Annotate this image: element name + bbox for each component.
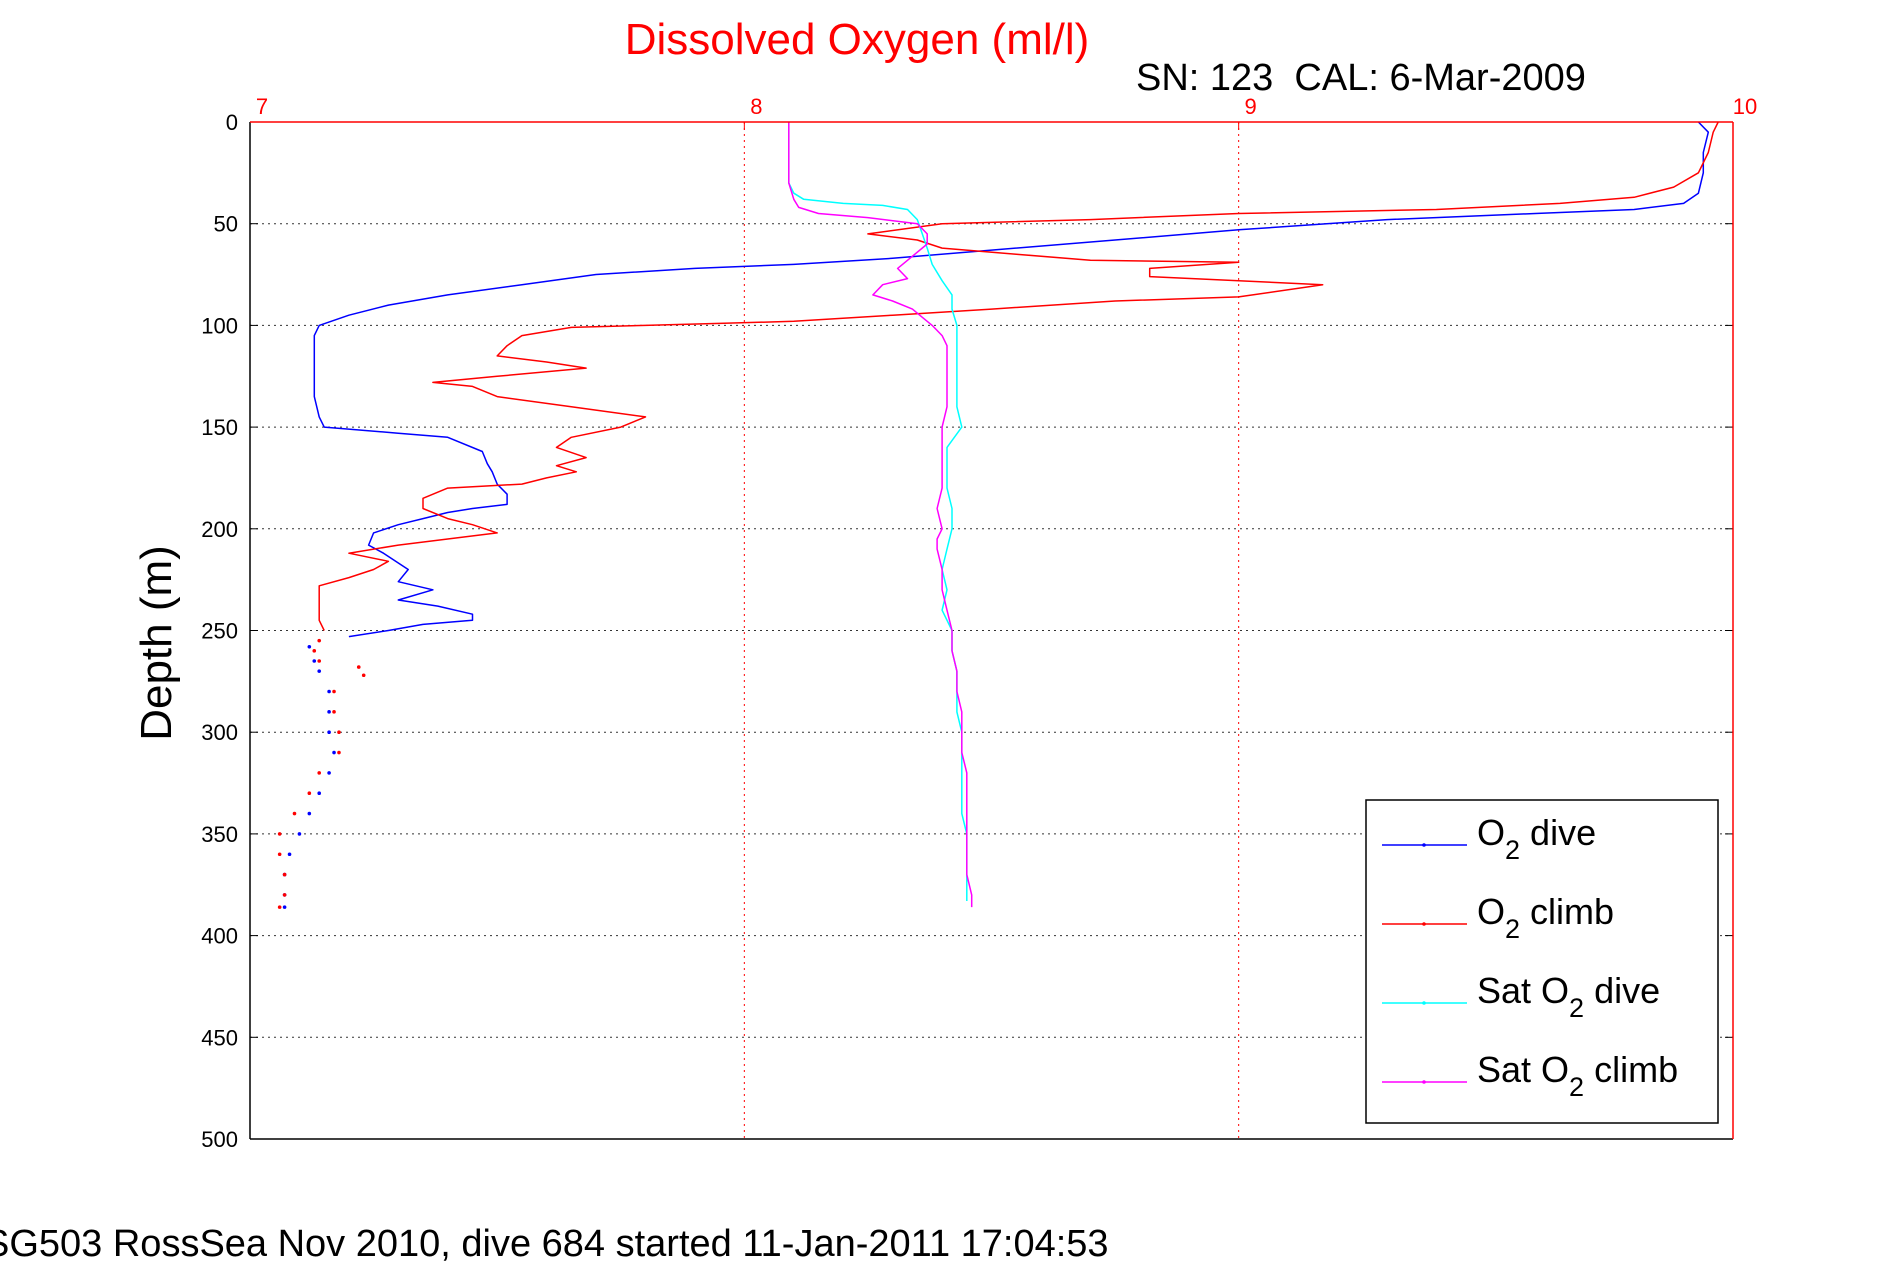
data-point-o2_climb [317, 638, 322, 643]
y-tick-label: 0 [226, 110, 238, 135]
data-point-o2_climb [312, 649, 317, 653]
y-tick-label: 300 [201, 720, 238, 745]
y-tick-label: 350 [201, 822, 238, 847]
x-tick-label: 8 [750, 94, 762, 119]
series-line-sat_o2_climb [788, 122, 973, 908]
data-point-o2_climb [277, 852, 282, 857]
y-axis-label: Depth (m) [132, 545, 181, 741]
data-point-o2_climb [356, 665, 361, 669]
y-tick-label: 450 [201, 1025, 238, 1050]
data-point-o2_dive [307, 644, 312, 649]
legend-label-o2_dive: O2 dive [1477, 812, 1596, 865]
chart-subtitle: SN: 123 CAL: 6-Mar-2009 [1136, 57, 1586, 99]
data-point-o2_dive [297, 832, 302, 836]
y-tick-label: 500 [201, 1127, 238, 1152]
data-point-o2_climb [361, 673, 366, 678]
data-point-o2_climb [282, 872, 287, 877]
data-point-o2_climb [282, 893, 287, 897]
data-point-o2_dive [327, 710, 331, 714]
data-point-o2_dive [312, 659, 317, 663]
legend-marker-o2_climb [1422, 922, 1426, 926]
data-point-o2_climb [307, 791, 312, 796]
data-point-o2_climb [337, 730, 341, 734]
series-line-sat_o2_dive [788, 122, 968, 901]
legend-marker-sat_o2_climb [1422, 1080, 1426, 1084]
series-line-o2_climb [318, 121, 1719, 631]
data-point-o2_climb [317, 659, 322, 663]
legend-label-sat_o2_climb: Sat O2 climb [1477, 1049, 1678, 1102]
legend-label-sat_o2_dive: Sat O2 dive [1477, 970, 1660, 1023]
series-group [277, 121, 1719, 909]
y-tick-label: 200 [201, 517, 238, 542]
data-point-o2_climb [277, 832, 282, 836]
legend-marker-o2_dive [1422, 843, 1426, 847]
legend-marker-sat_o2_dive [1422, 1001, 1426, 1005]
legend: O2 dive O2 climb Sat O2 dive Sat O2 climb [1365, 799, 1719, 1124]
data-point-o2_dive [327, 730, 331, 734]
data-point-o2_climb [277, 905, 282, 909]
data-point-o2_dive [307, 811, 312, 816]
data-point-o2_dive [327, 689, 331, 694]
data-point-o2_dive [282, 905, 287, 909]
data-point-o2_dive [317, 791, 322, 796]
data-point-o2_dive [332, 750, 336, 755]
y-tick-label: 250 [201, 619, 238, 644]
data-point-o2_climb [337, 750, 341, 755]
data-point-o2_climb [332, 710, 336, 714]
y-tick-label: 100 [201, 313, 238, 338]
y-tick-label: 150 [201, 415, 238, 440]
series-line-o2_dive [313, 121, 1710, 638]
data-point-o2_dive [317, 669, 322, 673]
grid-lines [250, 122, 1733, 1139]
data-point-o2_climb [317, 771, 322, 775]
legend-label-o2_climb: O2 climb [1477, 891, 1614, 944]
data-point-o2_climb [332, 689, 336, 694]
legend-box [1365, 799, 1719, 1124]
data-point-o2_climb [292, 811, 297, 816]
y-tick-label: 400 [201, 924, 238, 949]
footer-caption: SG503 RossSea Nov 2010, dive 684 started… [0, 1223, 1109, 1262]
y-tick-label: 50 [214, 212, 238, 237]
data-point-o2_dive [327, 771, 331, 775]
chart-title: Dissolved Oxygen (ml/l) [625, 15, 1090, 64]
data-point-o2_dive [287, 852, 292, 857]
x-tick-label: 9 [1245, 94, 1257, 119]
axes-group: 0 50 100 150 200 250 300 350 400 450 500 7 8 9 10 [201, 94, 1757, 1152]
x-tick-label: 7 [256, 94, 268, 119]
x-tick-label: 10 [1733, 94, 1757, 119]
